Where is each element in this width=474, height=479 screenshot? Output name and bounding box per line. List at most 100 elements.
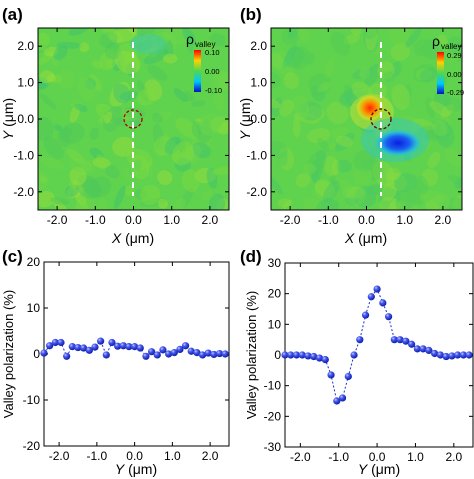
panel-d-data-point xyxy=(419,345,427,353)
heatmap-noise-cell xyxy=(84,178,102,199)
heatmap-noise-cell xyxy=(271,71,281,89)
panel-c-data-point xyxy=(40,349,48,357)
heatmap-noise-cell xyxy=(279,99,294,117)
panel-c-data-point xyxy=(68,343,76,351)
heatmap-noise-cell xyxy=(89,147,104,160)
heatmap-noise-cell xyxy=(119,90,140,101)
heatmap-noise-cell xyxy=(98,113,119,125)
panel-b-colorbar-mid: 0.00 xyxy=(447,70,462,79)
heatmap-noise-cell xyxy=(146,161,153,178)
heatmap-noise-cell xyxy=(278,147,294,171)
heatmap-noise-cell xyxy=(400,84,412,108)
panel-d-xlabel: Y (μm) xyxy=(358,461,400,477)
heatmap-noise-cell xyxy=(153,136,174,156)
heatmap-noise-cell xyxy=(62,126,73,137)
panel-d-data-point xyxy=(465,351,473,359)
panel-a-xtick-label: -2.0 xyxy=(47,213,68,227)
panel-d-data-point xyxy=(413,345,421,353)
heatmap-noise-cell xyxy=(95,103,115,120)
heatmap-noise-cell xyxy=(310,84,325,102)
heatmap-noise-cell xyxy=(447,174,462,188)
panel-d-data-point xyxy=(454,351,462,359)
heatmap-noise-cell xyxy=(38,191,56,208)
heatmap-noise-cell xyxy=(385,167,401,181)
panel-c-xlabel: Y (μm) xyxy=(115,461,157,477)
panel-d-data-point xyxy=(356,336,364,344)
panel-d-data-point xyxy=(396,336,404,344)
heatmap-noise-cell xyxy=(421,168,439,186)
heatmap-noise-cell xyxy=(451,193,462,209)
heatmap-noise-cell xyxy=(143,49,169,65)
panel-a-ytick-label: 1.0 xyxy=(17,76,34,90)
panel-c-xtick-label: 2.0 xyxy=(202,449,219,463)
heatmap-noise-cell xyxy=(102,28,124,43)
heatmap-noise-cell xyxy=(427,152,441,168)
heatmap-noise-cell xyxy=(140,184,161,206)
panel-d-data-point xyxy=(402,337,410,345)
heatmap-noise-cell xyxy=(195,120,213,143)
panel-c-ylabel: Valley polarization (%) xyxy=(1,290,16,418)
heatmap-noise-cell xyxy=(271,98,281,109)
heatmap-noise-cell xyxy=(124,185,134,196)
heatmap-noise-cell xyxy=(335,132,355,152)
panel-d-plot xyxy=(281,285,473,405)
heatmap-noise-cell xyxy=(128,159,142,176)
heatmap-noise-cell xyxy=(429,100,451,117)
heatmap-noise-cell xyxy=(103,111,113,124)
panel-d-data-point xyxy=(298,351,306,359)
panel-a-xlabel-var: X xyxy=(111,230,122,246)
panel-d-ytick-label: 10 xyxy=(268,317,282,331)
panel-b-xtick-label: -1.0 xyxy=(318,213,339,227)
heatmap-noise-cell xyxy=(76,174,100,199)
heatmap-noise-cell xyxy=(330,31,351,56)
heatmap-noise-cell xyxy=(445,54,461,62)
heatmap-noise-cell xyxy=(179,145,197,165)
heatmap-noise-cell xyxy=(281,28,299,45)
heatmap-noise-cell xyxy=(43,46,59,57)
heatmap-noise-cell xyxy=(282,43,298,69)
heatmap-noise-cell xyxy=(192,144,202,156)
panel-d-data-point xyxy=(344,372,352,381)
heatmap-noise-cell xyxy=(335,135,354,147)
heatmap-noise-cell xyxy=(99,49,118,71)
panel-d-ytick-label: 30 xyxy=(268,256,282,270)
heatmap-noise-cell xyxy=(76,77,96,102)
panel-b-xlabel-var: X xyxy=(344,230,355,246)
heatmap-noise-cell xyxy=(113,185,126,209)
panel-c-data-point xyxy=(51,338,59,347)
heatmap-noise-cell xyxy=(306,105,325,120)
heatmap-noise-cell xyxy=(316,81,332,93)
heatmap-noise-cell xyxy=(103,28,118,40)
panel-b-axes: -2.0 -1.0 0.0 1.0 2.0 -2.0 -1.0 0.0 1.0 2.0 xyxy=(246,28,462,227)
heatmap-noise-cell xyxy=(312,157,323,184)
panel-d-data-point xyxy=(304,352,312,360)
panel-a-xlabel: X (μm) xyxy=(111,230,154,246)
panel-c-xtick-label: 1.0 xyxy=(164,449,181,463)
panel-d-label: (d) xyxy=(240,247,262,266)
heatmap-noise-cell xyxy=(191,120,202,139)
panel-b-colorbar xyxy=(437,52,444,94)
panel-c-data-point xyxy=(198,351,207,359)
heatmap-noise-cell xyxy=(69,167,87,186)
panel-d-data-point xyxy=(361,311,370,319)
panel-b-xtick-label: 2.0 xyxy=(435,213,452,227)
panel-b-xlabel-unit: (μm) xyxy=(354,230,387,246)
heatmap-noise-cell xyxy=(104,112,127,127)
heatmap-noise-cell xyxy=(412,118,435,130)
heatmap-noise-cell xyxy=(436,123,455,148)
panel-a-circle xyxy=(123,109,143,129)
heatmap-noise-cell xyxy=(343,83,353,99)
heatmap-noise-cell xyxy=(154,110,172,123)
heatmap-noise-cell xyxy=(306,152,327,175)
heatmap-noise-cell xyxy=(191,100,206,107)
panel-b-label: (b) xyxy=(240,5,262,24)
panel-b-xtick-label: 0.0 xyxy=(358,213,375,227)
heatmap-noise-cell xyxy=(173,88,189,103)
panel-a-cyan-patch xyxy=(130,34,166,54)
panel-b-ylabel-unit: (μm) xyxy=(237,98,253,131)
heatmap-noise-cell xyxy=(92,157,111,169)
heatmap-noise-cell xyxy=(359,66,371,80)
heatmap-noise-cell xyxy=(108,29,136,43)
panel-c-axes: -2.0 -1.0 0.0 1.0 2.0 -20 -10 0 10 20 xyxy=(23,255,229,463)
